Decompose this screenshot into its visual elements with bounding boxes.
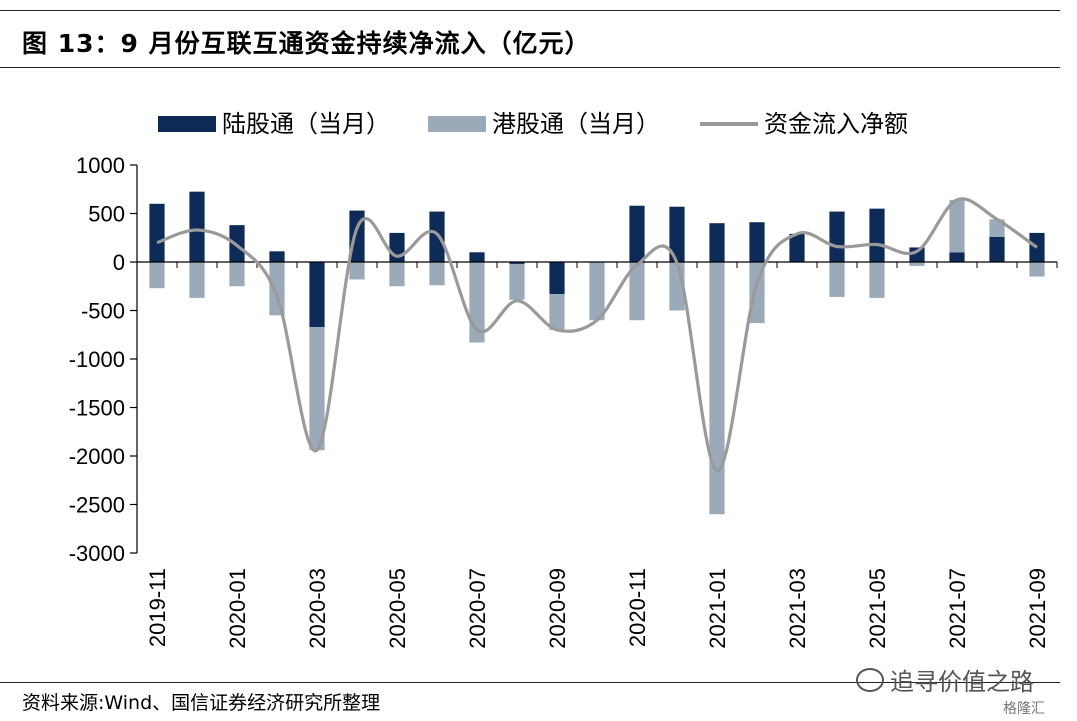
- brand-mark: 格隆汇: [1003, 701, 1045, 717]
- bar-northbound: [549, 262, 565, 295]
- bar-southbound: [309, 326, 325, 451]
- bar-southbound: [509, 263, 525, 300]
- x-tick-label: 2019-11: [145, 568, 170, 647]
- bar-northbound: [749, 222, 765, 262]
- bar-northbound: [1029, 232, 1045, 262]
- bar-southbound: [1029, 262, 1045, 277]
- x-tick-label: 2021-05: [865, 568, 890, 649]
- bar-southbound: [949, 199, 965, 253]
- legend-swatch-northbound: [158, 116, 216, 132]
- x-tick-label: 2021-09: [1025, 568, 1050, 649]
- bar-northbound: [909, 247, 925, 262]
- bar-southbound: [869, 262, 885, 298]
- x-tick-label: 2020-07: [465, 568, 490, 649]
- legend-label-northbound: 陆股通（当月）: [222, 110, 390, 138]
- bar-southbound: [269, 262, 285, 316]
- x-tick-label: 2021-03: [785, 568, 810, 649]
- bar-northbound: [669, 206, 685, 262]
- x-tick-label: 2020-03: [305, 568, 330, 649]
- bar-southbound: [589, 262, 605, 321]
- bar-northbound: [469, 252, 485, 262]
- bar-northbound: [829, 211, 845, 262]
- bar-southbound: [229, 262, 245, 287]
- source-divider: [0, 682, 1060, 683]
- legend-swatch-southbound: [428, 116, 486, 132]
- x-tick-label: 2021-01: [705, 568, 730, 649]
- title-bar: 图 13：9 月份互联互通资金持续净流入（亿元）: [0, 10, 1060, 68]
- bar-southbound: [709, 262, 725, 515]
- bar-northbound: [989, 236, 1005, 262]
- watermark-text: 追寻价值之路: [890, 668, 1034, 696]
- plot-area: 1000 500 0 -500 -1000 -1500 -2000 -2500 -3000 201…: [69, 153, 1058, 649]
- wechat-icon: [856, 668, 884, 692]
- bar-northbound: [949, 252, 965, 262]
- y-tick-label: 0: [113, 250, 125, 275]
- source-note: 资料来源:Wind、国信证券经济研究所整理: [22, 692, 381, 714]
- x-tick-label: 2020-05: [385, 568, 410, 649]
- bar-southbound: [189, 262, 205, 298]
- y-tick-label: -1000: [69, 347, 125, 372]
- bar-northbound: [629, 205, 645, 262]
- y-tick-label: -1500: [69, 396, 125, 421]
- y-tick-label: -2000: [69, 444, 125, 469]
- page-title: 图 13：9 月份互联互通资金持续净流入（亿元）: [22, 29, 591, 58]
- legend: 陆股通（当月） 港股通（当月） 资金流入净额: [158, 110, 908, 138]
- bar-northbound: [149, 203, 165, 262]
- bar-southbound: [989, 219, 1005, 237]
- bar-northbound: [509, 262, 525, 264]
- bar-southbound: [909, 262, 925, 266]
- bar-southbound: [149, 262, 165, 289]
- bar-northbound: [269, 251, 285, 262]
- bar-southbound: [429, 262, 445, 286]
- bar-southbound: [389, 262, 405, 287]
- net-flow-line: [156, 197, 1038, 473]
- y-tick-label: 500: [88, 202, 125, 227]
- x-tick-label: 2020-01: [225, 568, 250, 649]
- x-tick-label: 2021-07: [945, 568, 970, 649]
- bar-southbound: [349, 262, 365, 280]
- bar-northbound: [429, 211, 445, 262]
- bar-northbound: [309, 262, 325, 327]
- x-tick-label: 2020-11: [625, 568, 650, 647]
- legend-label-net: 资金流入净额: [764, 110, 908, 138]
- bar-northbound: [789, 233, 805, 262]
- bar-southbound: [829, 262, 845, 297]
- bar-southbound: [629, 262, 645, 321]
- bar-northbound: [189, 191, 205, 262]
- y-tick-label: 1000: [76, 153, 125, 178]
- y-tick-label: -2500: [69, 493, 125, 518]
- y-tick-label: -3000: [69, 541, 125, 566]
- bar-northbound: [709, 223, 725, 262]
- watermark: 追寻价值之路: [856, 662, 1034, 697]
- bar-southbound: [549, 294, 565, 330]
- y-tick-label: -500: [81, 299, 125, 324]
- legend-label-southbound: 港股通（当月）: [492, 110, 660, 138]
- bar-northbound: [869, 208, 885, 262]
- x-tick-label: 2020-09: [545, 568, 570, 649]
